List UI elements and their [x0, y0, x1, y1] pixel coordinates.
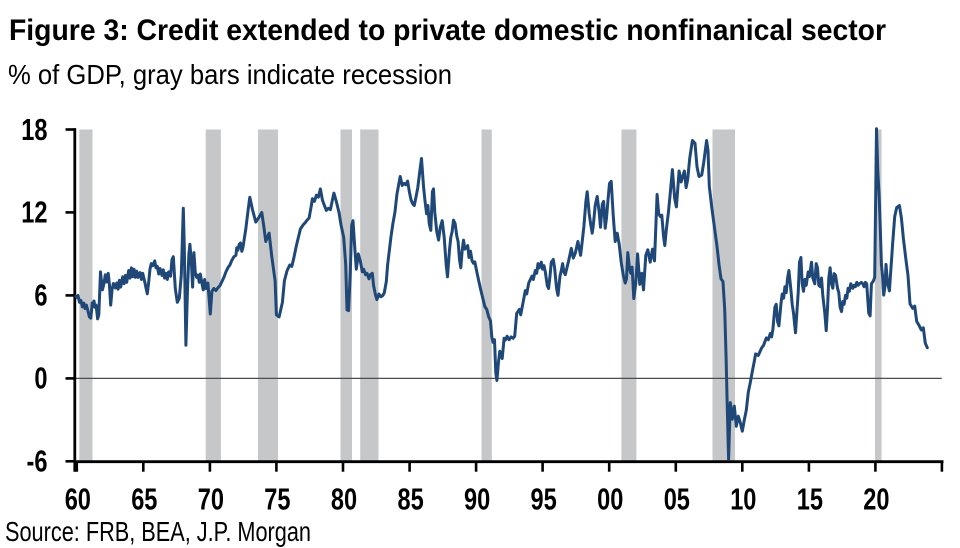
svg-text:70: 70 [198, 481, 224, 516]
svg-text:75: 75 [264, 481, 290, 516]
svg-text:10: 10 [730, 481, 756, 516]
svg-text:15: 15 [797, 481, 823, 516]
svg-text:65: 65 [131, 481, 157, 516]
svg-text:90: 90 [464, 481, 490, 516]
svg-text:6: 6 [34, 278, 47, 313]
svg-text:05: 05 [664, 481, 690, 516]
svg-text:80: 80 [331, 481, 357, 516]
svg-text:% of GDP, gray bars indicate r: % of GDP, gray bars indicate recession [8, 59, 452, 90]
svg-text:0: 0 [34, 361, 47, 396]
svg-text:20: 20 [863, 481, 889, 516]
svg-text:-6: -6 [27, 443, 48, 478]
svg-text:00: 00 [597, 481, 623, 516]
svg-text:60: 60 [65, 481, 91, 516]
svg-text:85: 85 [398, 481, 424, 516]
svg-text:Source: FRB, BEA, J.P. Morgan: Source: FRB, BEA, J.P. Morgan [5, 516, 311, 547]
svg-text:12: 12 [21, 195, 47, 230]
svg-text:18: 18 [21, 112, 47, 147]
svg-text:95: 95 [531, 481, 557, 516]
svg-text:Figure 3: Credit extended to p: Figure 3: Credit extended to private dom… [9, 14, 886, 47]
